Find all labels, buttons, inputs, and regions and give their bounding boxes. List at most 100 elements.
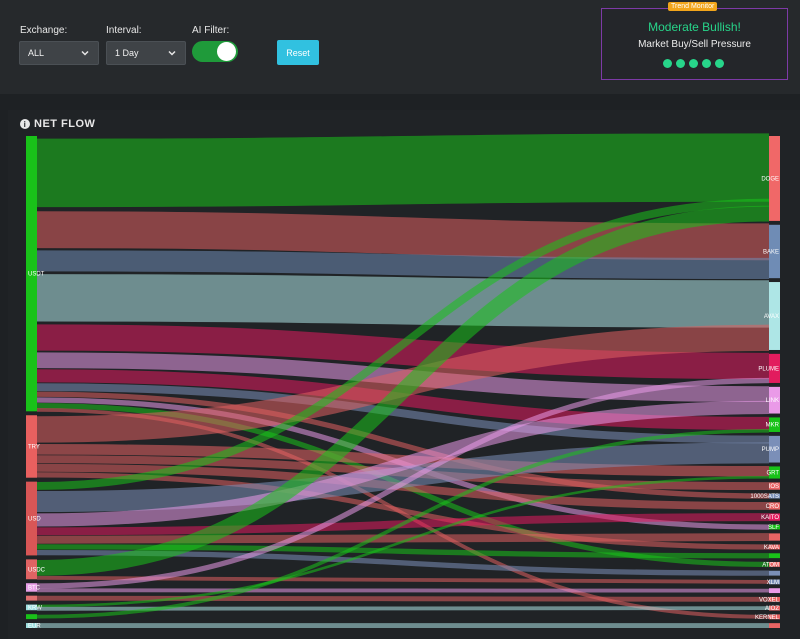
target-node[interactable]	[769, 386, 780, 414]
source-label: USDC	[28, 567, 46, 573]
level-dot	[715, 59, 724, 68]
flow-link[interactable]	[36, 274, 770, 328]
target-label: IOS	[769, 484, 779, 490]
target-label: PUMP	[762, 447, 779, 453]
ai-filter-label: AI Filter:	[192, 25, 230, 36]
flow-link[interactable]	[36, 606, 770, 611]
flow-link[interactable]	[36, 324, 770, 380]
trend-subtitle: Market Buy/Sell Pressure	[638, 39, 751, 50]
net-flow-panel: i NET FLOW USDT TRY USD USDC BTC KRW EUR DOGE BA…	[8, 110, 800, 639]
source-label: BTC	[28, 585, 41, 591]
target-label: CRO	[766, 504, 780, 510]
pressure-level-dots	[663, 59, 724, 68]
flow-link[interactable]	[36, 133, 770, 208]
target-node[interactable]	[769, 553, 780, 559]
target-node[interactable]	[769, 493, 780, 499]
exchange-select[interactable]: ALL	[19, 41, 99, 65]
target-node[interactable]	[769, 579, 780, 585]
source-label: KRW	[28, 605, 42, 611]
target-node[interactable]	[769, 623, 780, 628]
target-node[interactable]	[769, 533, 780, 541]
target-node[interactable]	[769, 224, 780, 279]
flow-link[interactable]	[36, 442, 770, 513]
flow-link[interactable]	[36, 575, 770, 584]
target-node[interactable]	[769, 605, 780, 611]
source-node[interactable]	[26, 583, 37, 592]
target-label: BAKE	[763, 249, 779, 255]
flow-link[interactable]	[36, 198, 770, 490]
source-node[interactable]	[26, 623, 37, 628]
source-node[interactable]	[26, 559, 37, 580]
level-dot	[702, 59, 711, 68]
target-node[interactable]	[769, 282, 780, 350]
target-label: KAITO	[761, 515, 779, 521]
exchange-value: ALL	[28, 48, 45, 58]
level-dot	[663, 59, 672, 68]
target-node[interactable]	[769, 466, 780, 479]
target-label: VOXEL	[759, 597, 780, 603]
flow-link[interactable]	[36, 250, 770, 279]
level-dot	[689, 59, 698, 68]
source-node[interactable]	[26, 136, 37, 412]
trend-monitor-badge: Trend Monitor	[668, 2, 718, 11]
toggle-knob	[217, 42, 236, 61]
source-node[interactable]	[26, 415, 37, 478]
source-label: TRY	[28, 444, 40, 450]
target-label: GRT	[766, 470, 779, 476]
flow-link[interactable]	[36, 476, 770, 608]
interval-select[interactable]: 1 Day	[106, 41, 186, 65]
interval-value: 1 Day	[115, 48, 139, 58]
level-dot	[676, 59, 685, 68]
target-node[interactable]	[769, 596, 780, 602]
target-node[interactable]	[769, 513, 780, 521]
target-label: 1000SATS	[750, 494, 779, 500]
target-label: ATOM	[762, 562, 779, 568]
target-label: DOGE	[761, 176, 779, 182]
target-node[interactable]	[769, 588, 780, 594]
ai-filter-toggle[interactable]	[192, 41, 238, 62]
target-label: PLUME	[758, 366, 779, 372]
flow-link[interactable]	[36, 391, 770, 499]
flow-link[interactable]	[36, 472, 770, 550]
info-icon[interactable]: i	[20, 119, 30, 129]
target-node[interactable]	[769, 482, 780, 490]
reset-button[interactable]: Reset	[277, 40, 319, 65]
flow-link[interactable]	[36, 533, 770, 544]
source-node[interactable]	[26, 595, 37, 601]
target-label: MKR	[766, 423, 780, 429]
filter-bar: Exchange: ALL Interval: 1 Day AI Filter:…	[0, 0, 800, 94]
target-label: XLM	[767, 580, 779, 586]
flow-link[interactable]	[36, 595, 770, 602]
source-label: USD	[28, 517, 41, 523]
flow-link[interactable]	[36, 400, 770, 527]
source-node[interactable]	[26, 614, 37, 620]
source-node[interactable]	[26, 604, 37, 611]
target-node[interactable]	[769, 417, 780, 432]
net-flow-sankey-chart: USDT TRY USD USDC BTC KRW EUR DOGE BAKE AVAX PLUME…	[26, 133, 780, 630]
target-node[interactable]	[769, 435, 780, 463]
target-node[interactable]	[769, 544, 780, 550]
target-node[interactable]	[769, 136, 780, 221]
flow-link[interactable]	[36, 205, 770, 576]
target-label: KERNEL	[755, 615, 780, 621]
panel-title: i NET FLOW	[20, 118, 95, 130]
target-label: SLF	[768, 525, 779, 531]
target-label: LINK	[766, 398, 779, 404]
target-node[interactable]	[769, 570, 780, 576]
trend-monitor-card: Trend Monitor Moderate Bullish! Market B…	[601, 2, 788, 80]
target-node[interactable]	[769, 353, 780, 383]
target-node[interactable]	[769, 614, 780, 620]
exchange-label: Exchange:	[20, 25, 68, 36]
source-node[interactable]	[26, 481, 37, 556]
target-node[interactable]	[769, 502, 780, 510]
trend-sentiment: Moderate Bullish!	[648, 20, 741, 34]
flow-link[interactable]	[36, 428, 770, 619]
flow-link[interactable]	[36, 383, 770, 444]
target-node[interactable]	[769, 524, 780, 530]
target-label: KAVA	[764, 545, 779, 551]
chevron-down-icon	[81, 50, 89, 56]
target-node[interactable]	[769, 562, 780, 567]
source-label: USDT	[28, 272, 45, 278]
interval-label: Interval:	[106, 25, 142, 36]
flow-link[interactable]	[36, 377, 770, 589]
